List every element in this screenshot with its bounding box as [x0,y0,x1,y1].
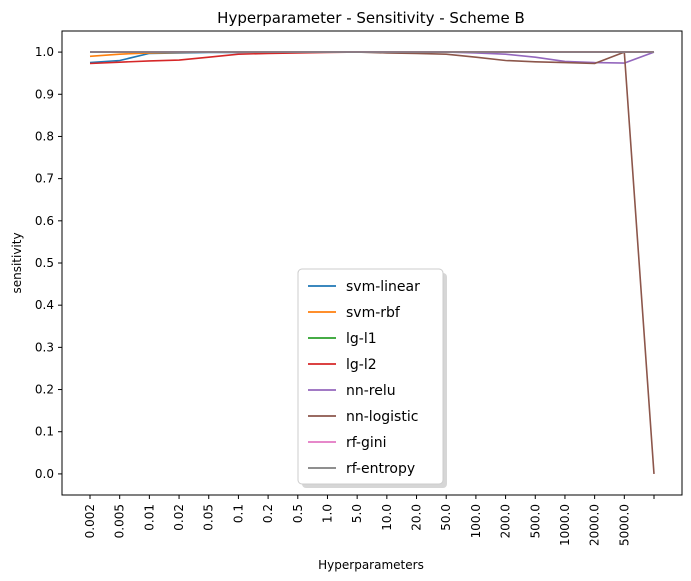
y-axis: 0.0 0.1 0.2 0.3 0.4 0.5 0.6 0.7 0.8 0.9 1.0 [35,45,62,481]
y-tick-label: 0.4 [35,298,54,312]
x-tick-label: 0.005 [113,504,127,538]
plot-area [61,30,683,496]
y-tick-label: 0.9 [35,87,54,101]
x-tick-label: 20.0 [410,504,424,531]
y-tick-label: 0.3 [35,340,54,354]
x-tick-label: 100.0 [469,504,483,538]
legend-label: rf-entropy [346,461,415,477]
x-tick-label: 5000.0 [617,504,631,546]
legend-label: lg-l1 [346,331,377,347]
legend-label: rf-gini [346,435,387,451]
y-tick-label: 0.0 [35,467,54,481]
y-tick-label: 0.1 [35,425,54,439]
series-layer [89,51,655,474]
legend-label: nn-logistic [346,409,418,425]
x-tick-label: 500.0 [528,504,542,538]
x-tick-label: 200.0 [499,504,513,538]
x-tick-label: 2000.0 [588,504,602,546]
y-tick-label: 0.7 [35,172,54,186]
x-tick-label: 1.0 [320,504,334,523]
x-tick-label: 0.02 [172,504,186,531]
legend-label: nn-relu [346,383,396,399]
x-tick-label: 0.05 [202,504,216,531]
x-tick-label: 0.2 [261,504,275,523]
x-tick-label: 0.1 [231,504,245,523]
x-tick-label: 0.5 [291,504,305,523]
x-tick-label: 10.0 [380,504,394,531]
legend-label: svm-linear [346,279,420,295]
y-tick-label: 0.2 [35,383,54,397]
x-tick-label: 50.0 [439,504,453,531]
legend-label: lg-l2 [346,357,377,373]
x-tick-label: 5.0 [350,504,364,523]
x-axis-label: Hyperparameters [318,558,424,572]
chart-title: Hyperparameter - Sensitivity - Scheme B [217,9,525,27]
y-tick-label: 1.0 [35,45,54,59]
x-axis: 0.002 0.005 0.01 0.02 0.05 0.1 0.2 0.5 1.0 5.0 10.… [83,495,655,546]
y-tick-label: 0.8 [35,129,54,143]
y-tick-label: 0.6 [35,214,54,228]
legend-label: svm-rbf [346,305,401,321]
y-tick-label: 0.5 [35,256,54,270]
legend: svm-linear svm-rbf lg-l1 lg-l2 nn-relu nn-log… [297,268,447,488]
x-tick-label: 0.01 [142,504,156,531]
x-tick-label: 1000.0 [558,504,572,546]
y-axis-label: sensitivity [10,232,24,293]
legend-box [297,268,444,485]
x-tick-label: 0.002 [83,504,97,538]
